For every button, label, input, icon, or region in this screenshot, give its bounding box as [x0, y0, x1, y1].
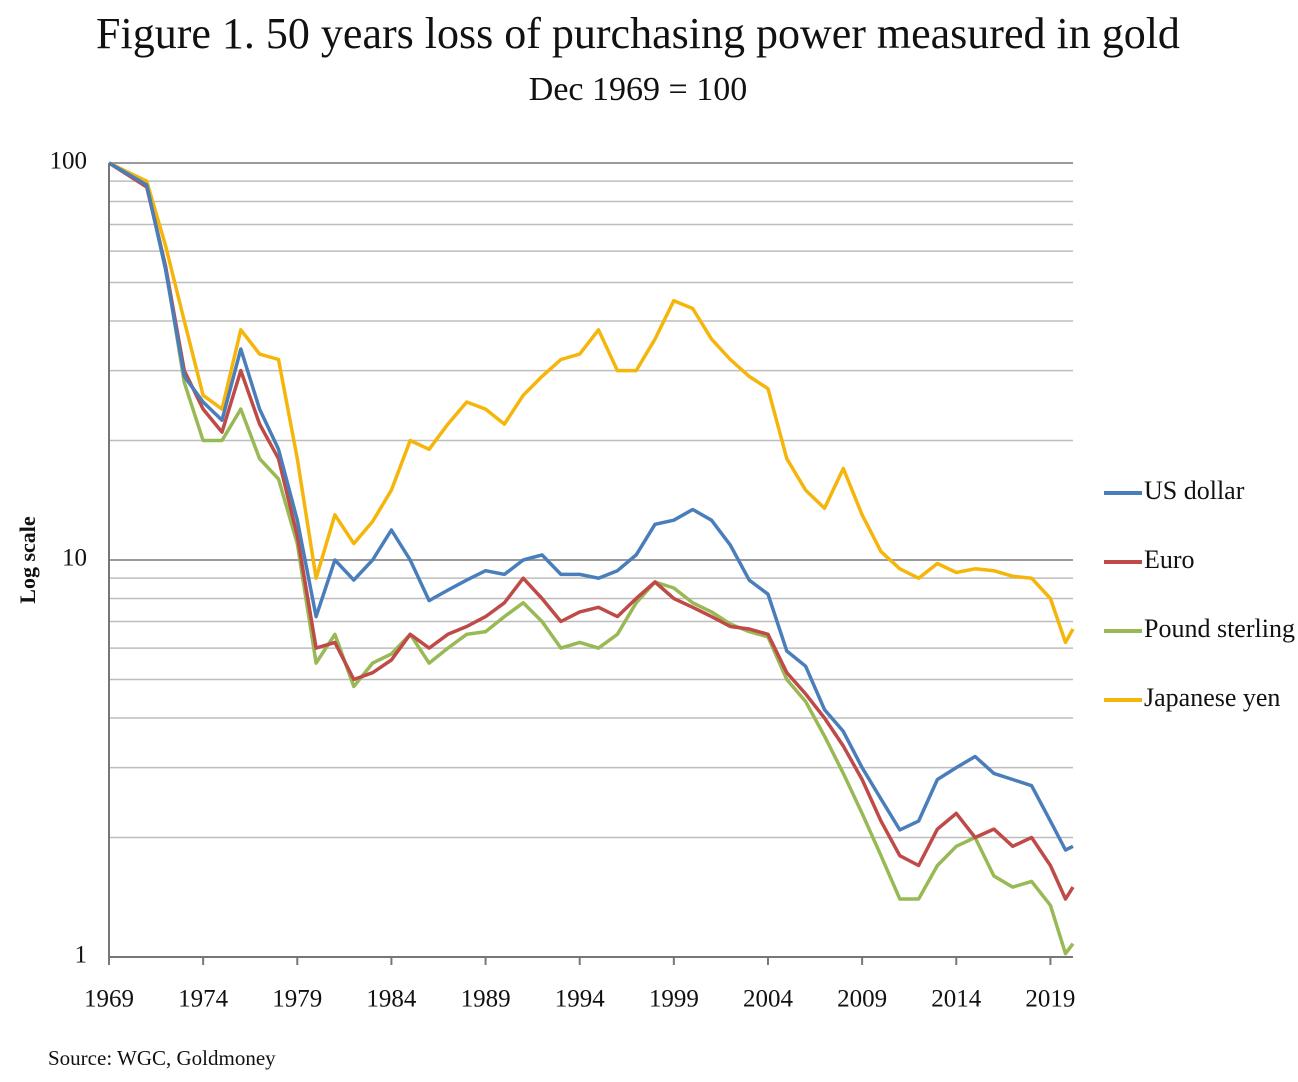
x-tick-label: 2004 — [743, 986, 794, 1013]
series-line — [108, 161, 1074, 852]
y-tick-label: 100 — [50, 148, 88, 175]
x-tick-label: 2009 — [837, 986, 887, 1013]
chart-subtitle: Dec 1969 = 100 — [529, 71, 747, 108]
series-line — [108, 161, 1075, 645]
source-note: Source: WGC, Goldmoney — [48, 1046, 276, 1070]
series-line — [108, 161, 1075, 956]
x-tick-label: 1969 — [84, 986, 134, 1013]
series-line — [108, 161, 1075, 901]
y-tick-label: 1 — [75, 942, 88, 969]
x-tick-label: 1974 — [178, 986, 229, 1013]
x-tick-label: 1984 — [366, 986, 417, 1013]
legend-label: Pound sterling — [1144, 614, 1295, 643]
x-tick-label: 2019 — [1025, 986, 1075, 1013]
x-tick-label: 2014 — [931, 986, 982, 1013]
x-tick-label: 1979 — [272, 986, 322, 1013]
y-axis-label: Log scale — [15, 516, 40, 604]
legend-label: US dollar — [1144, 476, 1245, 505]
legend-label: Japanese yen — [1144, 683, 1280, 712]
y-tick-label: 10 — [62, 545, 87, 572]
x-tick-label: 1994 — [555, 986, 606, 1013]
legend-label: Euro — [1144, 545, 1195, 574]
x-tick-label: 1989 — [461, 986, 511, 1013]
chart-title: Figure 1. 50 years loss of purchasing po… — [96, 9, 1180, 58]
x-tick-label: 1999 — [649, 986, 699, 1013]
